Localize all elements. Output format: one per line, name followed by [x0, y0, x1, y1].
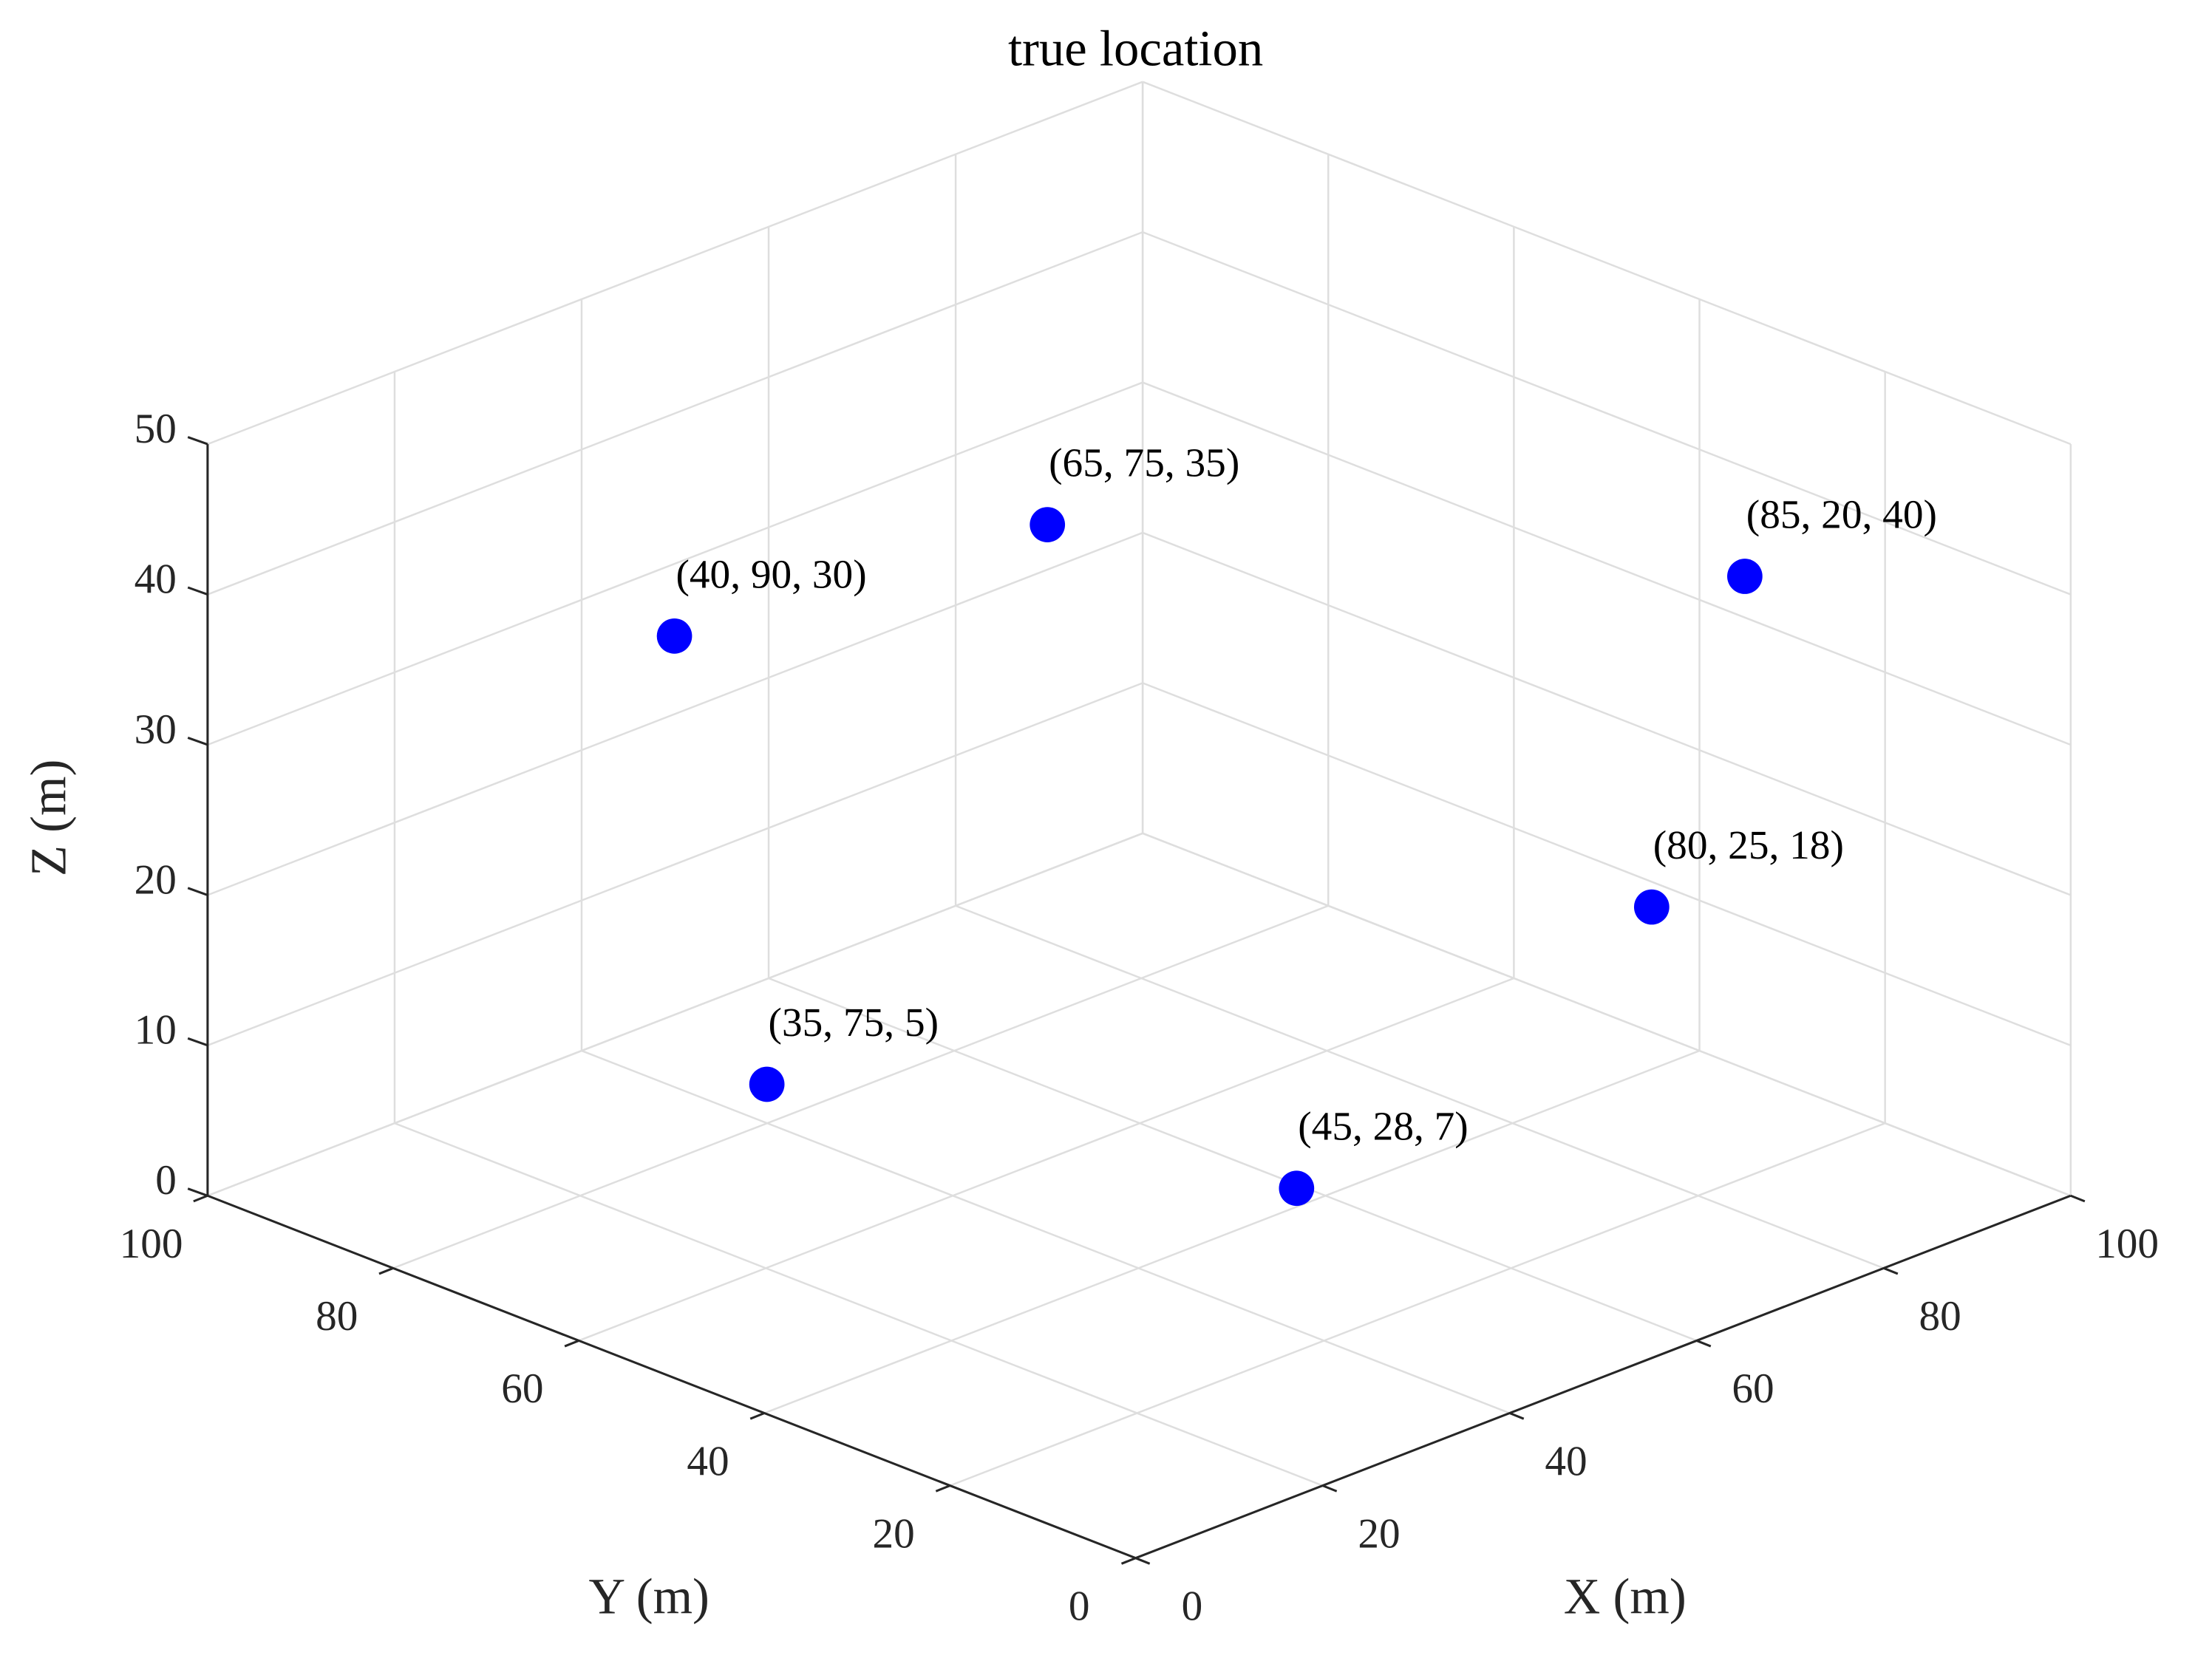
- z-tick-label: 10: [135, 1007, 177, 1054]
- x-tick: [1696, 1340, 1712, 1348]
- x-tick-label: 40: [1545, 1438, 1587, 1484]
- x-tick-label: 80: [1919, 1293, 1961, 1340]
- grid-line: [949, 1122, 1886, 1487]
- grid-line: [578, 977, 1514, 1342]
- point: [1727, 559, 1763, 594]
- grid-line: [768, 977, 1698, 1342]
- grid-line: [207, 682, 1143, 1046]
- point: [749, 1066, 785, 1102]
- y-tick-label: 80: [316, 1293, 358, 1340]
- grid-line: [1142, 682, 2072, 1046]
- x-tick-label: 60: [1732, 1365, 1774, 1412]
- z-tick-label: 50: [135, 406, 177, 452]
- y-tick: [378, 1266, 394, 1275]
- y-tick: [749, 1412, 765, 1420]
- x-axis-label: X (m): [1564, 1569, 1687, 1625]
- z-tick-label: 0: [155, 1157, 177, 1204]
- point-label: (45, 28, 7): [1298, 1104, 1469, 1149]
- marks: (65, 75, 35) (40, 90, 30) (85, 20, 40) (80,…: [656, 440, 1937, 1207]
- z-tick: [187, 436, 208, 446]
- y-tick: [564, 1340, 579, 1348]
- grid-line: [207, 531, 1143, 896]
- grid-line: [207, 231, 1143, 596]
- y-tick-label: 100: [120, 1221, 183, 1267]
- grid-line: [207, 81, 1143, 446]
- point: [656, 618, 692, 654]
- point-label: (65, 75, 35): [1049, 440, 1239, 485]
- x-tick: [1322, 1484, 1338, 1493]
- grid-line: [1142, 81, 2072, 446]
- grid-line: [394, 1122, 1324, 1487]
- chart-title: true location: [1008, 20, 1263, 76]
- grid-line: [207, 832, 1143, 1197]
- point-label: (80, 25, 18): [1653, 822, 1844, 867]
- y-tick-label: 40: [687, 1438, 729, 1484]
- y-tick-label: 60: [501, 1365, 543, 1412]
- point: [1030, 507, 1066, 542]
- axes: 0 20 40 60 80 100 0 20 40 60 80 100 0 10 20 30 40 50: [120, 406, 2159, 1629]
- grid-line: [1142, 531, 2072, 896]
- z-tick: [187, 736, 208, 746]
- x-tick: [2070, 1194, 2086, 1203]
- point: [1633, 889, 1670, 925]
- x-tick: [1509, 1412, 1525, 1420]
- x-tick-label: 20: [1358, 1510, 1400, 1557]
- z-tick: [187, 1187, 208, 1197]
- point-label: (85, 20, 40): [1746, 491, 1937, 536]
- y-tick: [1120, 1557, 1137, 1565]
- grid-line: [207, 381, 1143, 746]
- y-axis-label: Y (m): [589, 1569, 709, 1625]
- z-axis-label: Z (m): [21, 760, 77, 876]
- x-tick: [1883, 1266, 1899, 1275]
- z-tick: [187, 887, 208, 896]
- x-axis: [1135, 1194, 2072, 1560]
- z-tick-label: 30: [135, 706, 177, 753]
- grid-line: [955, 904, 1885, 1269]
- z-tick: [187, 1037, 208, 1047]
- grid-line: [392, 904, 1329, 1269]
- y-axis: [207, 1194, 1137, 1560]
- grid-line: [581, 1049, 1511, 1414]
- y-tick: [193, 1194, 208, 1203]
- z-tick: [187, 586, 208, 596]
- x-tick: [1135, 1557, 1151, 1565]
- point: [1279, 1170, 1315, 1207]
- grid-line: [1142, 381, 2072, 746]
- z-tick-label: 20: [135, 856, 177, 903]
- y-tick: [935, 1484, 951, 1493]
- y-tick-label: 0: [1069, 1583, 1090, 1629]
- grid-line: [763, 1049, 1700, 1414]
- x-tick-label: 100: [2095, 1221, 2159, 1267]
- grid-line: [1142, 832, 2072, 1197]
- point-label: (40, 90, 30): [675, 551, 866, 596]
- grid-line: [1142, 231, 2072, 596]
- z-tick-label: 40: [135, 556, 177, 602]
- x-tick-label: 0: [1182, 1583, 1203, 1629]
- point-label: (35, 75, 5): [769, 1000, 939, 1045]
- y-tick-label: 20: [872, 1510, 914, 1557]
